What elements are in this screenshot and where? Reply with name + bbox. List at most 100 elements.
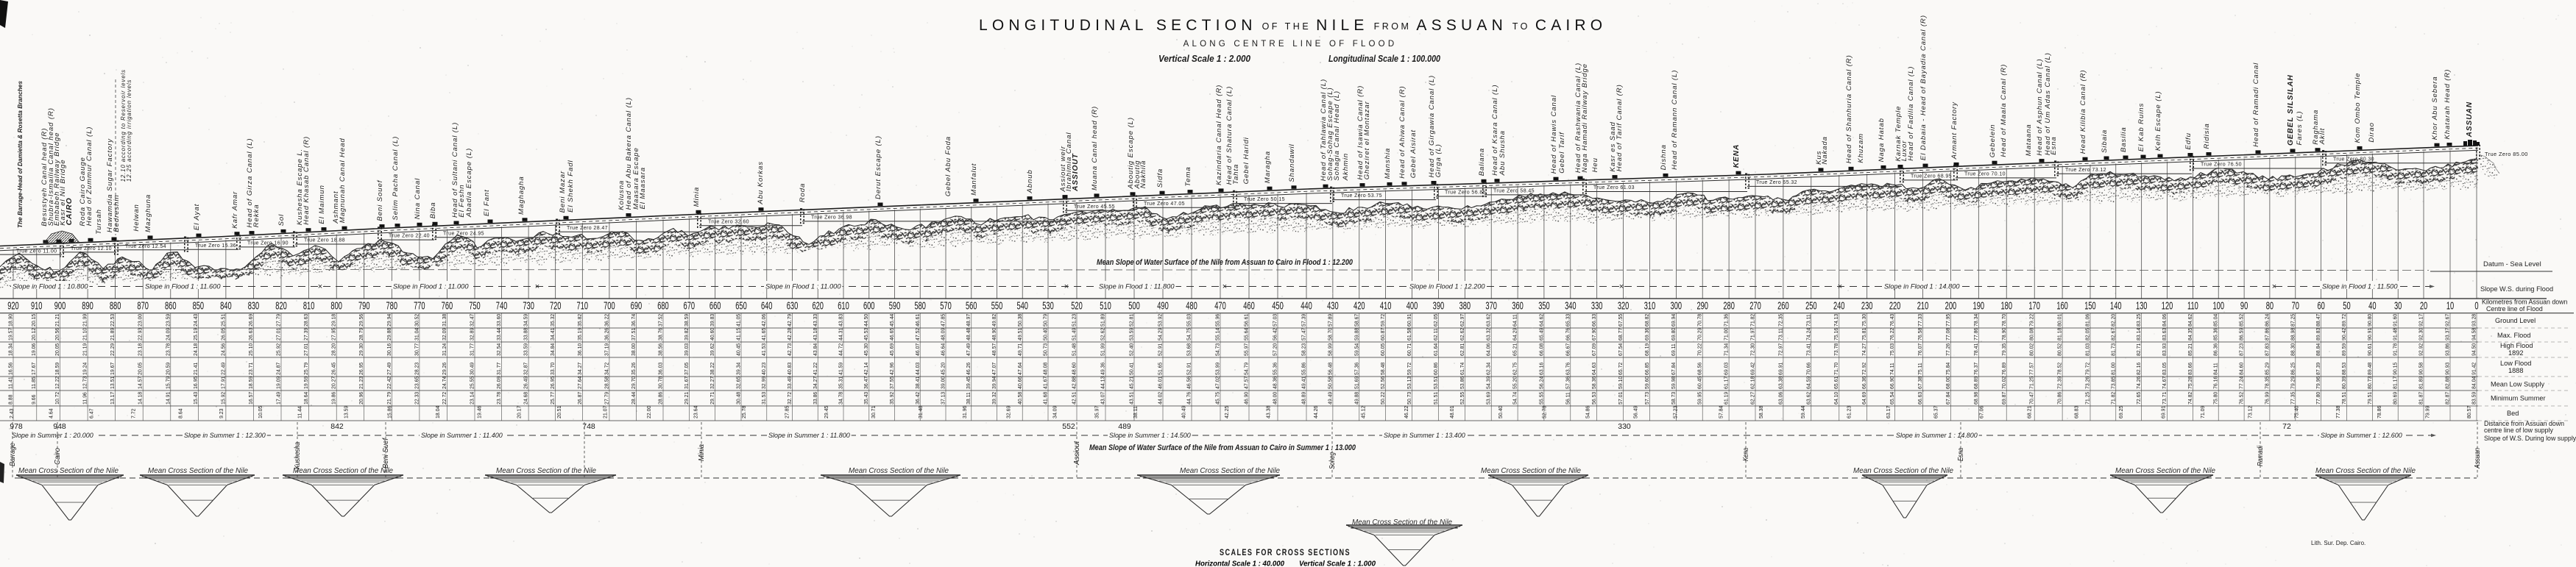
svg-text:×: ×: [1838, 282, 1842, 291]
svg-text:62.18: 62.18: [1751, 377, 1756, 389]
svg-text:59.54: 59.54: [1354, 343, 1359, 356]
svg-text:70.47: 70.47: [2030, 392, 2035, 404]
svg-text:33.88: 33.88: [524, 328, 529, 340]
svg-text:41.53: 41.53: [762, 343, 767, 356]
svg-text:55.64: 55.64: [1245, 328, 1250, 340]
svg-text:88.98: 88.98: [2290, 328, 2296, 340]
svg-text:29.30: 29.30: [359, 343, 364, 356]
svg-text:51.89: 51.89: [1101, 314, 1106, 327]
svg-text:42.88: 42.88: [1072, 377, 1078, 389]
svg-text:86.36: 86.36: [2214, 343, 2219, 356]
svg-text:10: 10: [2446, 299, 2454, 312]
svg-text:59.72: 59.72: [1407, 363, 1412, 375]
svg-text:Khuzam: Khuzam: [1857, 133, 1865, 163]
svg-text:Head of Ahiwa Canal (R): Head of Ahiwa Canal (R): [1398, 85, 1406, 178]
svg-text:Kus: Kus: [1815, 151, 1823, 165]
svg-text:29.70: 29.70: [631, 377, 637, 389]
svg-text:29.18: 29.18: [332, 314, 337, 327]
svg-text:34.84: 34.84: [551, 343, 556, 356]
svg-text:51.99: 51.99: [1101, 343, 1106, 356]
svg-text:29.45: 29.45: [824, 406, 829, 418]
svg-text:80.52: 80.52: [2058, 343, 2063, 356]
svg-text:56.48: 56.48: [1328, 363, 1333, 375]
svg-text:33.44: 33.44: [497, 328, 502, 340]
svg-text:76.89: 76.89: [2002, 363, 2007, 375]
svg-text:93.37: 93.37: [2446, 328, 2451, 340]
svg-text:22.00: 22.00: [647, 406, 652, 418]
svg-text:78.90: 78.90: [2002, 328, 2007, 340]
svg-text:120: 120: [2162, 299, 2173, 312]
svg-text:Slope in Flood 1 : 11.000: Slope in Flood 1 : 11.000: [393, 283, 469, 291]
svg-text:33.59: 33.59: [524, 343, 529, 356]
svg-text:38.11: 38.11: [1133, 406, 1139, 418]
svg-text:23.00: 23.00: [138, 314, 144, 327]
svg-text:9.23: 9.23: [219, 408, 224, 418]
svg-text:430: 430: [1327, 299, 1339, 312]
svg-text:16.95: 16.95: [194, 377, 199, 389]
svg-text:Edfu: Edfu: [2184, 132, 2193, 149]
svg-text:×: ×: [318, 282, 322, 291]
svg-text:87.39: 87.39: [2316, 363, 2321, 375]
svg-text:Nakada: Nakada: [1821, 136, 1829, 164]
svg-text:77.33: 77.33: [1918, 314, 1923, 327]
svg-text:160: 160: [2056, 299, 2068, 312]
svg-text:71.34: 71.34: [1724, 343, 1730, 356]
svg-text:50.73: 50.73: [1044, 343, 1049, 356]
svg-text:63.32: 63.32: [1487, 328, 1492, 340]
svg-text:Ground Level: Ground Level: [2495, 317, 2536, 324]
svg-text:El Ayat: El Ayat: [193, 204, 201, 230]
svg-text:49.71: 49.71: [1018, 343, 1023, 356]
svg-text:48.97: 48.97: [966, 314, 972, 327]
svg-text:44.13: 44.13: [1101, 377, 1106, 389]
svg-text:72: 72: [2282, 422, 2291, 431]
svg-text:67.54: 67.54: [1618, 343, 1624, 356]
svg-text:10.05: 10.05: [258, 406, 263, 418]
svg-text:32.27: 32.27: [710, 377, 715, 389]
svg-text:80.02: 80.02: [2030, 343, 2035, 356]
svg-text:Slope in Flood 1 : 11.800: Slope in Flood 1 : 11.800: [1099, 283, 1175, 291]
svg-text:10.72: 10.72: [55, 392, 60, 404]
svg-text:Assuan: Assuan: [2474, 448, 2482, 469]
svg-text:27.49: 27.49: [387, 363, 392, 375]
svg-text:Selim Pacha Canal (L): Selim Pacha Canal (L): [392, 136, 400, 221]
svg-text:Khatarah Head (R): Khatarah Head (R): [2444, 69, 2452, 140]
svg-text:El Shekh Fadl: El Shekh Fadl: [567, 160, 575, 212]
svg-text:420: 420: [1354, 299, 1365, 312]
svg-text:46.56: 46.56: [1187, 377, 1192, 389]
svg-text:71.25: 71.25: [2086, 392, 2091, 404]
svg-text:75.84: 75.84: [1946, 363, 1951, 375]
svg-text:40.66: 40.66: [1018, 377, 1023, 389]
svg-text:58.23: 58.23: [1302, 343, 1307, 356]
svg-text:Lith. Sur. Dep. Cairo.: Lith. Sur. Dep. Cairo.: [2311, 540, 2366, 546]
svg-text:26.49: 26.49: [524, 377, 529, 389]
svg-text:Head of Rashwania Canal (L): Head of Rashwania Canal (L): [1574, 63, 1582, 173]
svg-text:True Zero 12.54: True Zero 12.54: [125, 244, 166, 249]
svg-text:640: 640: [761, 299, 773, 312]
svg-text:61.19: 61.19: [1724, 392, 1730, 404]
svg-text:True Zero 80.30: True Zero 80.30: [2333, 157, 2374, 162]
svg-text:35.43: 35.43: [864, 392, 869, 404]
svg-text:83.63: 83.63: [2162, 328, 2168, 340]
svg-text:62.97: 62.97: [1460, 314, 1465, 327]
svg-text:83.66: 83.66: [2188, 363, 2193, 375]
svg-text:24.87: 24.87: [277, 363, 282, 375]
svg-text:230: 230: [1861, 299, 1873, 312]
svg-text:True Zero 70.10: True Zero 70.10: [1964, 172, 2006, 177]
svg-text:73.26: 73.26: [2086, 377, 2091, 389]
svg-text:810: 810: [303, 299, 315, 312]
svg-text:32.65: 32.65: [737, 377, 742, 389]
svg-text:36.26: 36.26: [604, 328, 609, 340]
svg-text:17.67: 17.67: [32, 363, 37, 375]
svg-text:Ramadi: Ramadi: [2257, 445, 2265, 466]
svg-text:32.89: 32.89: [470, 328, 475, 340]
svg-text:63.76: 63.76: [1565, 363, 1571, 375]
svg-text:61.74: 61.74: [1460, 363, 1465, 375]
svg-text:28.20: 28.20: [332, 343, 337, 356]
svg-text:73.41: 73.41: [1806, 343, 1811, 356]
svg-text:80.39: 80.39: [2342, 377, 2347, 389]
svg-text:31.77: 31.77: [470, 343, 475, 356]
svg-text:91.48: 91.48: [2393, 328, 2399, 340]
svg-text:69.03: 69.03: [1724, 363, 1730, 375]
svg-text:45.21: 45.21: [1130, 377, 1135, 389]
svg-text:Head of Ramann Canal (L): Head of Ramann Canal (L): [1671, 70, 1679, 170]
